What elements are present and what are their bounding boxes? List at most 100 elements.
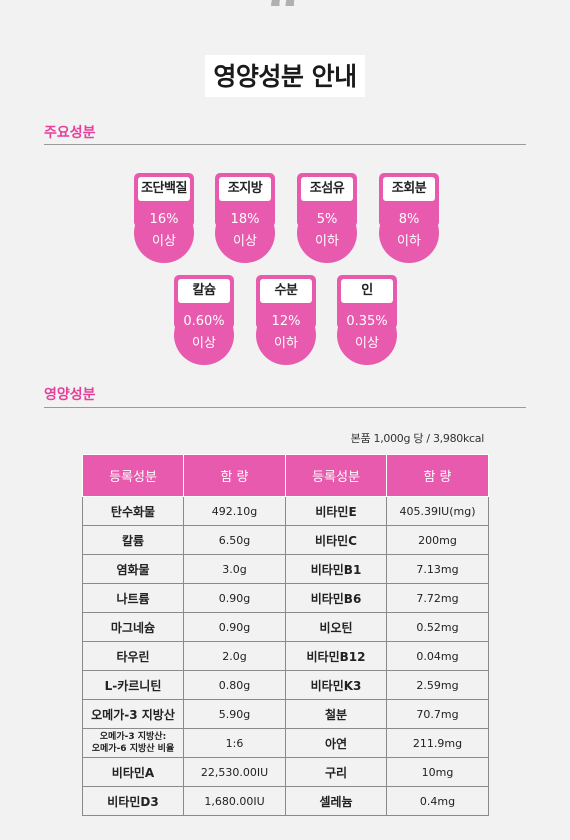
amount-cell: 200mg bbox=[386, 525, 489, 555]
ingredient-name-cell: 마그네슘 bbox=[82, 612, 184, 642]
badge-value: 5% bbox=[316, 212, 338, 227]
ingredient-name-cell: 비타민B1 bbox=[285, 554, 387, 584]
nutrition-table: 등록성분 함 량 등록성분 함 량 탄수화물 492.10g 비타민E 405.39I… bbox=[82, 454, 489, 816]
badge-condition: 이상 bbox=[233, 234, 257, 249]
badge-circle bbox=[379, 203, 439, 263]
header-cell: 등록성분 bbox=[82, 454, 184, 497]
badge-name: 수분 bbox=[260, 279, 312, 303]
amount-cell: 405.39IU(mg) bbox=[386, 496, 489, 526]
badge-circle bbox=[297, 203, 357, 263]
divider bbox=[44, 144, 526, 145]
badge-condition: 이하 bbox=[274, 336, 298, 351]
table-row: 염화물 3.0g 비타민B1 7.13mg bbox=[82, 554, 489, 584]
badge-name: 칼슘 bbox=[178, 279, 230, 303]
badge-circle bbox=[256, 305, 316, 365]
ingredient-name-cell: 오메가-3 지방산 bbox=[82, 699, 184, 729]
ingredient-name-cell: 염화물 bbox=[82, 554, 184, 584]
ingredient-badge: 조단백질 16% 이상 bbox=[134, 173, 194, 265]
amount-cell: 492.10g bbox=[183, 496, 286, 526]
amount-cell: 1,680.00IU bbox=[183, 786, 286, 816]
ingredient-name-cell: 철분 bbox=[285, 699, 387, 729]
amount-cell: 1:6 bbox=[183, 728, 286, 758]
ingredient-name-cell: 비타민B12 bbox=[285, 641, 387, 671]
amount-cell: 0.80g bbox=[183, 670, 286, 700]
badge-value: 0.60% bbox=[183, 314, 225, 329]
table-row: 나트륨 0.90g 비타민B6 7.72mg bbox=[82, 583, 489, 613]
ingredient-name-cell: 비오틴 bbox=[285, 612, 387, 642]
table-row: 비타민A 22,530.00IU 구리 10mg bbox=[82, 757, 489, 787]
amount-cell: 7.72mg bbox=[386, 583, 489, 613]
page-title: 영양성분 안내 bbox=[205, 55, 365, 97]
header-cell: 함 량 bbox=[386, 454, 489, 497]
nutrition-label: 영양성분 bbox=[44, 387, 96, 403]
amount-cell: 6.50g bbox=[183, 525, 286, 555]
ingredient-name-cell: 타우린 bbox=[82, 641, 184, 671]
amount-cell: 211.9mg bbox=[386, 728, 489, 758]
serving-info: 본품 1,000g 당 / 3,980kcal bbox=[350, 432, 485, 445]
amount-cell: 5.90g bbox=[183, 699, 286, 729]
badge-condition: 이상 bbox=[192, 336, 216, 351]
ingredient-badge: 조섬유 5% 이하 bbox=[297, 173, 357, 265]
ingredient-name-cell: 비타민E bbox=[285, 496, 387, 526]
amount-cell: 22,530.00IU bbox=[183, 757, 286, 787]
table-header-row: 등록성분 함 량 등록성분 함 량 bbox=[82, 454, 489, 497]
ingredient-name-cell: 구리 bbox=[285, 757, 387, 787]
badge-value: 18% bbox=[230, 212, 260, 227]
ingredient-name-cell: 탄수화물 bbox=[82, 496, 184, 526]
badge-value: 8% bbox=[398, 212, 420, 227]
badge-circle bbox=[174, 305, 234, 365]
ingredient-name-cell: 아연 bbox=[285, 728, 387, 758]
ingredient-name-cell: 셀레늄 bbox=[285, 786, 387, 816]
main-ingredients-label: 주요성분 bbox=[44, 125, 96, 141]
divider bbox=[44, 407, 526, 408]
table-row: 마그네슘 0.90g 비오틴 0.52mg bbox=[82, 612, 489, 642]
table-row: 탄수화물 492.10g 비타민E 405.39IU(mg) bbox=[82, 496, 489, 526]
ingredient-name-cell: 비타민A bbox=[82, 757, 184, 787]
badge-name: 조회분 bbox=[383, 177, 435, 201]
amount-cell: 2.0g bbox=[183, 641, 286, 671]
ingredient-name-cell: 비타민K3 bbox=[285, 670, 387, 700]
table-row: 칼륨 6.50g 비타민C 200mg bbox=[82, 525, 489, 555]
amount-cell: 0.90g bbox=[183, 583, 286, 613]
header-cell: 등록성분 bbox=[285, 454, 387, 497]
badge-condition: 이상 bbox=[152, 234, 176, 249]
badge-circle bbox=[134, 203, 194, 263]
badge-name: 조지방 bbox=[219, 177, 271, 201]
badge-condition: 이상 bbox=[355, 336, 379, 351]
table-row: 타우린 2.0g 비타민B12 0.04mg bbox=[82, 641, 489, 671]
ingredient-badge: 조지방 18% 이상 bbox=[215, 173, 275, 265]
quote-mark-icon: “ bbox=[266, 0, 304, 51]
amount-cell: 0.04mg bbox=[386, 641, 489, 671]
badge-name: 조섬유 bbox=[301, 177, 353, 201]
badge-circle bbox=[215, 203, 275, 263]
ingredient-badge: 수분 12% 이하 bbox=[256, 275, 316, 367]
badge-value: 12% bbox=[271, 314, 301, 329]
ingredient-name-cell: 오메가-3 지방산: 오메가-6 지방산 비율 bbox=[82, 728, 184, 758]
ingredient-name-cell: 나트륨 bbox=[82, 583, 184, 613]
table-row: 오메가-3 지방산: 오메가-6 지방산 비율 1:6 아연 211.9mg bbox=[82, 728, 489, 758]
amount-cell: 0.90g bbox=[183, 612, 286, 642]
ingredient-name-cell: 비타민D3 bbox=[82, 786, 184, 816]
badge-condition: 이하 bbox=[315, 234, 339, 249]
badge-condition: 이하 bbox=[397, 234, 421, 249]
table-row: L-카르니틴 0.80g 비타민K3 2.59mg bbox=[82, 670, 489, 700]
table-row: 비타민D3 1,680.00IU 셀레늄 0.4mg bbox=[82, 786, 489, 816]
ingredient-badge: 조회분 8% 이하 bbox=[379, 173, 439, 265]
badge-value: 16% bbox=[149, 212, 179, 227]
amount-cell: 10mg bbox=[386, 757, 489, 787]
badge-circle bbox=[337, 305, 397, 365]
header-cell: 함 량 bbox=[183, 454, 286, 497]
amount-cell: 0.52mg bbox=[386, 612, 489, 642]
ingredient-name-cell: 비타민B6 bbox=[285, 583, 387, 613]
amount-cell: 3.0g bbox=[183, 554, 286, 584]
badge-name: 조단백질 bbox=[138, 177, 190, 201]
badge-name: 인 bbox=[341, 279, 393, 303]
amount-cell: 7.13mg bbox=[386, 554, 489, 584]
amount-cell: 70.7mg bbox=[386, 699, 489, 729]
ingredient-badge: 칼슘 0.60% 이상 bbox=[174, 275, 234, 367]
amount-cell: 2.59mg bbox=[386, 670, 489, 700]
ingredient-name-cell: 칼륨 bbox=[82, 525, 184, 555]
ingredient-badge: 인 0.35% 이상 bbox=[337, 275, 397, 367]
badge-value: 0.35% bbox=[346, 314, 388, 329]
ingredient-name-cell: 비타민C bbox=[285, 525, 387, 555]
